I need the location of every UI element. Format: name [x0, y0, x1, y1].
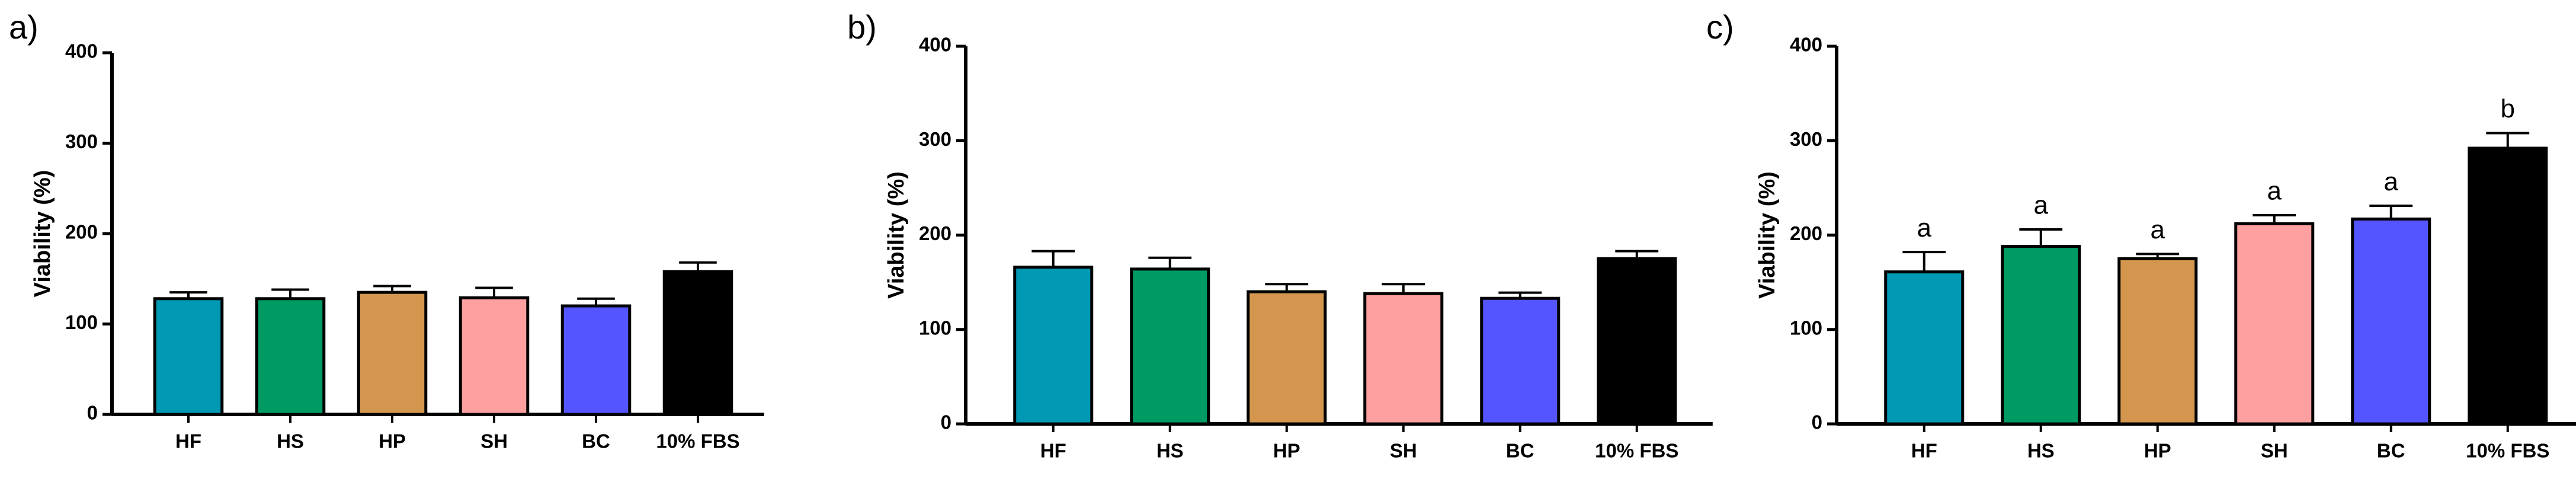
x-tick-label: HF — [175, 430, 201, 452]
y-tick-label: 100 — [65, 311, 98, 333]
significance-label: a — [1917, 213, 1932, 242]
bar — [255, 297, 326, 416]
bar — [1480, 296, 1561, 426]
y-tick-label: 100 — [1790, 317, 1822, 339]
bar — [1884, 270, 1965, 426]
panel-label: b) — [847, 8, 877, 46]
x-tick-label: BC — [1506, 440, 1534, 462]
significance-label: a — [2267, 177, 2282, 206]
panel-label: c) — [1706, 8, 1734, 46]
x-tick-label: HP — [2144, 440, 2171, 462]
x-tick-label: SH — [1390, 440, 1417, 462]
y-tick-label: 200 — [65, 221, 98, 243]
bar — [2234, 222, 2315, 426]
x-tick-label: HS — [2027, 440, 2055, 462]
bar — [1363, 292, 1444, 426]
x-tick-label: HF — [1911, 440, 1937, 462]
x-tick-label: HS — [1156, 440, 1184, 462]
bar — [1130, 267, 1210, 426]
y-tick-label: 0 — [941, 411, 951, 433]
y-tick-label: 0 — [1812, 411, 1822, 433]
bar — [153, 297, 224, 416]
y-tick-label: 300 — [1790, 128, 1822, 150]
x-tick-label: BC — [582, 430, 610, 452]
y-tick-label: 200 — [1790, 222, 1822, 244]
y-tick-label: 100 — [919, 317, 951, 339]
panel-label: a) — [9, 8, 39, 46]
x-tick-label: HP — [1273, 440, 1300, 462]
bar — [2468, 146, 2548, 426]
y-axis-label: Viability (%) — [884, 171, 909, 299]
bar — [459, 296, 530, 416]
bar — [1247, 290, 1327, 426]
y-tick-label: 300 — [65, 130, 98, 152]
bar — [357, 291, 428, 416]
x-tick-label: 10% FBS — [656, 430, 739, 452]
y-axis-label: Viability (%) — [1755, 171, 1780, 299]
bar — [1013, 266, 1094, 426]
bar — [560, 304, 632, 416]
bar — [662, 270, 733, 416]
x-tick-label: HP — [379, 430, 406, 452]
x-tick-label: 10% FBS — [1595, 440, 1678, 462]
bar — [2117, 257, 2198, 426]
bar — [1597, 257, 1677, 426]
y-tick-label: 400 — [1790, 34, 1822, 56]
x-tick-label: BC — [2377, 440, 2405, 462]
bar — [2351, 217, 2431, 426]
x-tick-label: HS — [277, 430, 304, 452]
y-tick-label: 400 — [919, 34, 951, 56]
significance-label: a — [2384, 167, 2399, 196]
significance-label: a — [2151, 215, 2165, 244]
x-tick-label: HF — [1040, 440, 1066, 462]
significance-label: a — [2034, 191, 2049, 220]
y-tick-label: 200 — [919, 222, 951, 244]
y-tick-label: 300 — [919, 128, 951, 150]
x-tick-label: SH — [2261, 440, 2288, 462]
x-tick-label: SH — [480, 430, 508, 452]
y-axis-label: Viability (%) — [30, 170, 55, 298]
y-tick-label: 400 — [65, 40, 98, 62]
x-tick-label: 10% FBS — [2466, 440, 2549, 462]
bar — [2001, 245, 2081, 426]
significance-label: b — [2501, 94, 2515, 123]
y-tick-label: 0 — [87, 402, 98, 424]
